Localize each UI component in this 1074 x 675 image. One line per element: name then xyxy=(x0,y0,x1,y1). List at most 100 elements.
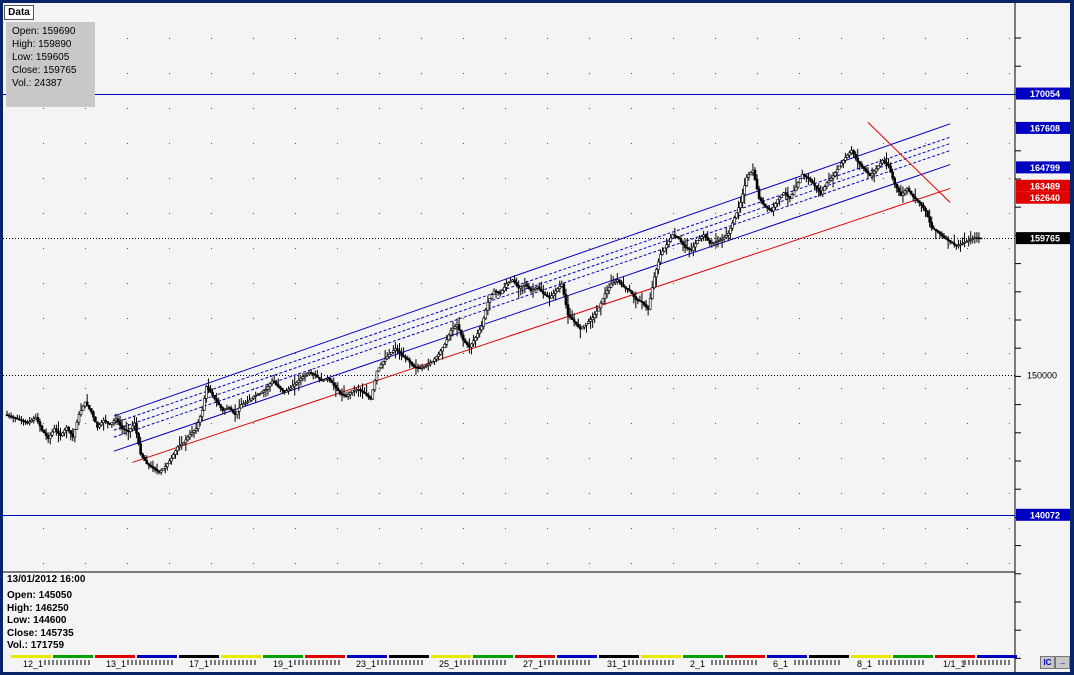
grid-dot xyxy=(1009,248,1010,249)
candle-body xyxy=(281,388,284,391)
candle-body xyxy=(609,283,613,288)
chart-control-button[interactable]: IC xyxy=(1040,656,1055,669)
candle-body xyxy=(792,190,796,195)
candle-body xyxy=(823,186,827,191)
candle-body xyxy=(848,152,851,156)
candle-body xyxy=(628,289,631,292)
candle-body xyxy=(104,419,107,422)
candle-body xyxy=(659,254,662,263)
price-chart[interactable]: 150000 170054 167608 164799 163489 162640 1597… xyxy=(3,3,1070,672)
candle-body xyxy=(441,347,444,352)
candle-body xyxy=(564,293,568,305)
candle-body xyxy=(318,376,321,380)
grid-dot xyxy=(127,283,128,284)
grid-dot xyxy=(757,563,758,564)
ohlc-open: Open: 159690 xyxy=(12,26,76,37)
candle-body xyxy=(301,376,305,379)
grid-dot xyxy=(547,423,548,424)
grid-dot xyxy=(1009,38,1010,39)
grid-dot xyxy=(295,248,296,249)
data-tab[interactable]: Data xyxy=(4,5,34,20)
scroll-right-button[interactable]: → xyxy=(1055,656,1070,669)
candle-body xyxy=(287,389,290,392)
candle-body xyxy=(478,329,481,334)
candle-body xyxy=(89,408,93,413)
candle-body xyxy=(636,299,640,301)
grid-dot xyxy=(967,283,968,284)
grid-dot xyxy=(1009,178,1010,179)
candle-body xyxy=(242,403,245,406)
time-axis-segment xyxy=(893,655,933,658)
candle-body xyxy=(264,389,268,392)
candle-body xyxy=(13,417,17,419)
grid-dot xyxy=(547,108,548,109)
candle-body xyxy=(369,397,373,400)
candle-body xyxy=(870,173,874,177)
candle-body xyxy=(133,422,136,427)
grid-dot xyxy=(169,248,170,249)
grid-dot xyxy=(43,318,44,319)
x-tick-label: 1/1_1 xyxy=(943,659,966,669)
price-tag-label: 170054 xyxy=(1030,89,1060,99)
time-axis-segment xyxy=(53,655,93,658)
cursor-datetime: 13/01/2012 16:00 xyxy=(7,574,86,585)
candle-body xyxy=(32,418,36,421)
grid-dot xyxy=(841,248,842,249)
candle-body xyxy=(161,468,165,471)
grid-dot xyxy=(127,458,128,459)
candle-body xyxy=(749,172,753,176)
candle-body xyxy=(595,310,599,315)
candle-body xyxy=(459,329,463,336)
grid-dot xyxy=(967,143,968,144)
candle-body xyxy=(392,350,395,353)
candle-body xyxy=(743,185,747,195)
candle-body xyxy=(903,190,907,194)
grid-dot xyxy=(295,108,296,109)
candle-body xyxy=(151,466,155,469)
grid-dot xyxy=(631,143,632,144)
grid-dot xyxy=(43,388,44,389)
grid-dot xyxy=(841,388,842,389)
candle-body xyxy=(276,384,280,387)
channel-inner-dashed-line xyxy=(113,136,951,424)
grid-dot xyxy=(505,248,506,249)
grid-dot xyxy=(757,248,758,249)
candle-body xyxy=(11,416,15,419)
candle-body xyxy=(235,411,239,415)
candle-body xyxy=(279,386,282,389)
grid-dot xyxy=(841,458,842,459)
candle-body xyxy=(815,185,818,189)
candle-body xyxy=(166,463,169,467)
candle-body xyxy=(759,197,763,202)
grid-dot xyxy=(1009,388,1010,389)
grid-dot xyxy=(505,213,506,214)
grid-dot xyxy=(799,108,800,109)
candle-body xyxy=(673,234,677,237)
grid-dot xyxy=(631,213,632,214)
grid-dot xyxy=(379,108,380,109)
candle-body xyxy=(424,365,428,367)
candle-body xyxy=(221,407,225,411)
grid-dot xyxy=(799,528,800,529)
grid-dot xyxy=(85,213,86,214)
grid-dot xyxy=(43,283,44,284)
grid-dot xyxy=(379,248,380,249)
candle-body xyxy=(683,244,687,248)
chart-area: 150000 170054 167608 164799 163489 162640 1597… xyxy=(3,3,1070,672)
candle-body xyxy=(515,282,518,286)
candle-body xyxy=(219,404,223,408)
candle-body xyxy=(225,408,229,410)
candle-body xyxy=(692,246,695,251)
grid-dot xyxy=(673,248,674,249)
candle-body xyxy=(322,379,325,382)
grid-dot xyxy=(1009,318,1010,319)
candle-body xyxy=(542,291,545,295)
candle-body xyxy=(213,395,216,400)
price-tag-label: 164799 xyxy=(1030,163,1060,173)
candle-body xyxy=(200,410,204,417)
grid-dot xyxy=(631,108,632,109)
candle-body xyxy=(455,324,459,327)
candle-body xyxy=(829,177,833,181)
candle-body xyxy=(174,450,177,455)
grid-dot xyxy=(757,458,758,459)
